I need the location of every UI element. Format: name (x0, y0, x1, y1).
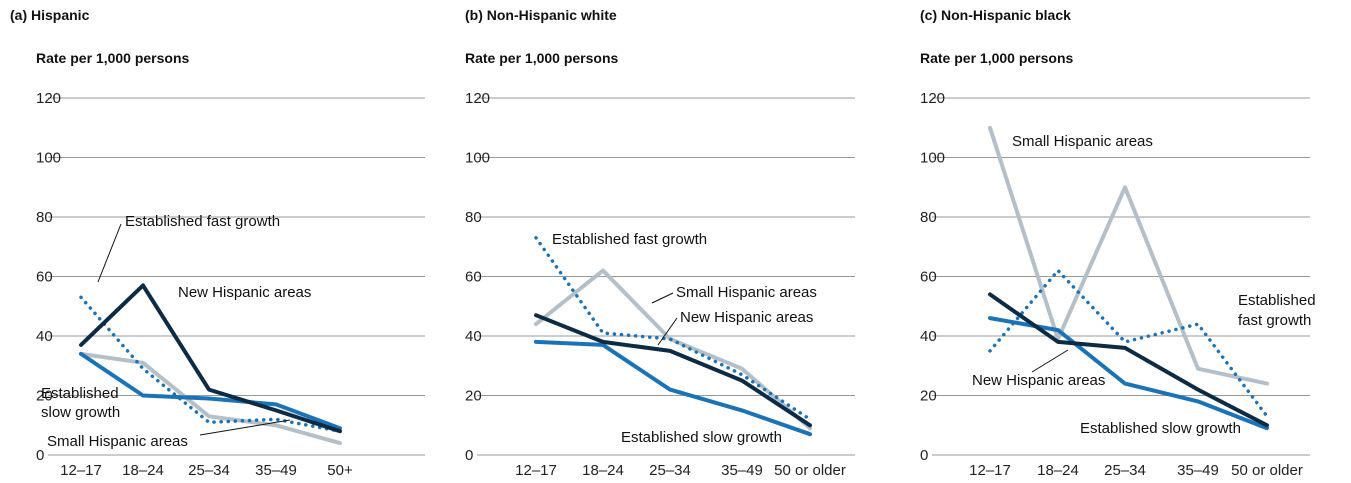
y-tick-label: 80 (465, 209, 482, 226)
y-tick-label: 60 (465, 269, 482, 286)
x-tick-label: 25–34 (188, 462, 230, 479)
y-tick-label: 100 (920, 150, 945, 167)
panel-title: (c) Non-Hispanic black (920, 7, 1071, 23)
series-line-fast (988, 268, 1269, 419)
annotation-leader (1031, 349, 1069, 373)
annotation-new-hispanic-areas: New Hispanic areas (972, 372, 1105, 389)
annotation-established-fast-growth: Established fast growth (552, 231, 707, 248)
panel-hispanic: (a) Hispanic Rate per 1,000 persons 0 20 4… (10, 7, 425, 479)
annotation-established-slow-growth-line1: Established (41, 385, 119, 402)
y-tick-label: 120 (920, 90, 945, 107)
x-tick-label: 18–24 (582, 462, 624, 479)
annotation-established-fast-growth: Established fast growth (125, 213, 280, 230)
series-line-new (79, 283, 342, 434)
y-tick-label: 80 (36, 209, 53, 226)
panel-title: (b) Non-Hispanic white (465, 7, 617, 23)
series-line-new (988, 292, 1269, 428)
series-line-small (79, 351, 342, 446)
y-tick-label: 100 (465, 150, 490, 167)
y-axis-label: Rate per 1,000 persons (920, 50, 1074, 66)
annotation-established-slow-growth: Established slow growth (621, 429, 782, 446)
series-line-slow (79, 351, 342, 431)
x-tick-label: 35–49 (721, 462, 763, 479)
x-tick-label: 35–49 (1177, 462, 1219, 479)
x-tick-label: 12–17 (60, 462, 102, 479)
annotation-new-hispanic-areas: New Hispanic areas (680, 309, 813, 326)
y-tick-label: 40 (465, 328, 482, 345)
x-tick-label: 12–17 (969, 462, 1011, 479)
series-line-small (988, 125, 1269, 386)
y-tick-label: 0 (920, 447, 928, 464)
annotation-small-hispanic-areas: Small Hispanic areas (676, 284, 817, 301)
annotation-small-hispanic-areas: Small Hispanic areas (1012, 133, 1153, 150)
annotation-leader (199, 419, 291, 436)
y-tick-label: 20 (920, 388, 937, 405)
annotation-established-fast-growth-line2: fast growth (1238, 312, 1311, 329)
annotation-established-fast-growth-line1: Established (1238, 292, 1316, 309)
annotations: Established fast growth Small Hispanic a… (552, 231, 817, 446)
annotations: Small Hispanic areas Established fast gr… (972, 133, 1316, 437)
y-tick-label: 40 (920, 328, 937, 345)
x-tick-label: 50 or older (774, 462, 846, 479)
annotations: Established fast growth New Hispanic are… (41, 213, 311, 450)
y-tick-label: 100 (36, 150, 61, 167)
y-tick-label: 60 (36, 269, 53, 286)
panel-non-hispanic-white: (b) Non-Hispanic white Rate per 1,000 pe… (465, 7, 855, 479)
y-tick-label: 60 (920, 269, 937, 286)
y-tick-label: 120 (36, 90, 61, 107)
y-axis-label: Rate per 1,000 persons (465, 50, 619, 66)
y-tick-label: 120 (465, 90, 490, 107)
x-tick-label: 12–17 (515, 462, 557, 479)
y-axis-label: Rate per 1,000 persons (36, 50, 190, 66)
x-tick-label: 18–24 (1037, 462, 1079, 479)
annotation-established-slow-growth: Established slow growth (1080, 420, 1241, 437)
y-tick-label: 20 (465, 388, 482, 405)
x-tick-label: 25–34 (1104, 462, 1146, 479)
y-tick-label: 0 (465, 447, 473, 464)
y-tick-label: 40 (36, 328, 53, 345)
annotation-established-slow-growth-line2: slow growth (41, 404, 120, 421)
annotation-leader (657, 317, 678, 346)
series-line-new (534, 313, 812, 428)
series-line-fast (534, 236, 812, 422)
annotation-leader (97, 223, 122, 283)
annotation-new-hispanic-areas: New Hispanic areas (178, 284, 311, 301)
x-tick-label: 18–24 (122, 462, 164, 479)
annotation-leader (651, 292, 674, 304)
x-tick-label: 50+ (327, 462, 353, 479)
panel-non-hispanic-black: (c) Non-Hispanic black Rate per 1,000 pe… (920, 7, 1316, 479)
series-line-fast (79, 295, 342, 433)
y-tick-label: 80 (920, 209, 937, 226)
x-tick-label: 25–34 (649, 462, 691, 479)
x-tick-label: 50 or older (1231, 462, 1303, 479)
y-tick-label: 0 (36, 447, 44, 464)
panel-title: (a) Hispanic (10, 7, 90, 23)
annotation-small-hispanic-areas: Small Hispanic areas (47, 433, 188, 450)
series-line-slow (534, 339, 812, 437)
y-tick-label: 20 (36, 388, 53, 405)
x-tick-label: 35–49 (255, 462, 297, 479)
